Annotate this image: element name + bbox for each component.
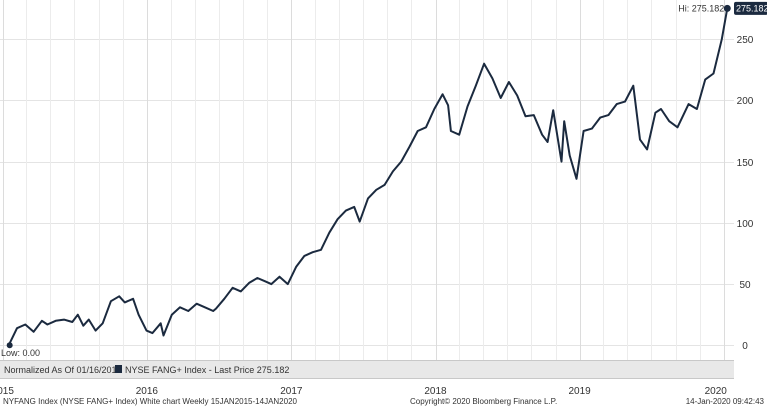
series-layer xyxy=(6,4,731,349)
y-tick-label-150: 150 xyxy=(737,158,754,169)
y-tick-label-0: 0 xyxy=(742,341,748,352)
x-tick-label-2017: 2017 xyxy=(280,386,303,397)
y-tick-label-50: 50 xyxy=(739,280,751,291)
x-axis-ticks: 2015 2016 2017 2018 2019 2020 xyxy=(0,386,727,397)
x-tick-label-2016: 2016 xyxy=(136,386,159,397)
x-tick-label-2018: 2018 xyxy=(424,386,447,397)
series-line xyxy=(7,7,729,347)
normalized-note: Normalized As Of 01/16/2015 xyxy=(4,365,122,375)
footer-description: NYFANG Index (NYSE FANG+ Index) White ch… xyxy=(3,397,298,406)
high-label: Hi: 275.182 xyxy=(678,3,724,13)
y-tick-label-250: 250 xyxy=(737,35,754,46)
last-value-badge-background xyxy=(734,1,767,15)
grid-lines xyxy=(0,0,734,360)
y-axis-ticks: 0 50 100 150 200 250 xyxy=(737,35,754,352)
last-value-badge: 275.182 xyxy=(734,1,767,15)
footer-copyright: Copyright© 2020 Bloomberg Finance L.P. xyxy=(410,397,557,406)
low-label: Low: 0.00 xyxy=(1,348,40,358)
high-point-marker xyxy=(723,4,731,12)
x-tick-label-2020: 2020 xyxy=(705,386,728,397)
annotations: Hi: 275.182 Low: 0.00 275.182 xyxy=(1,1,767,358)
y-tick-label-200: 200 xyxy=(737,96,754,107)
footer-timestamp: 14-Jan-2020 09:42:43 xyxy=(686,397,765,406)
x-tick-label-2015: 2015 xyxy=(0,386,14,397)
legend-swatch xyxy=(115,365,122,373)
legend-bar xyxy=(0,361,734,378)
y-tick-label-100: 100 xyxy=(737,219,754,230)
last-value-badge-text: 275.182 xyxy=(736,3,767,13)
low-point-marker xyxy=(6,342,13,349)
x-tick-label-2019: 2019 xyxy=(568,386,591,397)
legend-series-label: NYSE FANG+ Index - Last Price 275.182 xyxy=(125,365,289,375)
